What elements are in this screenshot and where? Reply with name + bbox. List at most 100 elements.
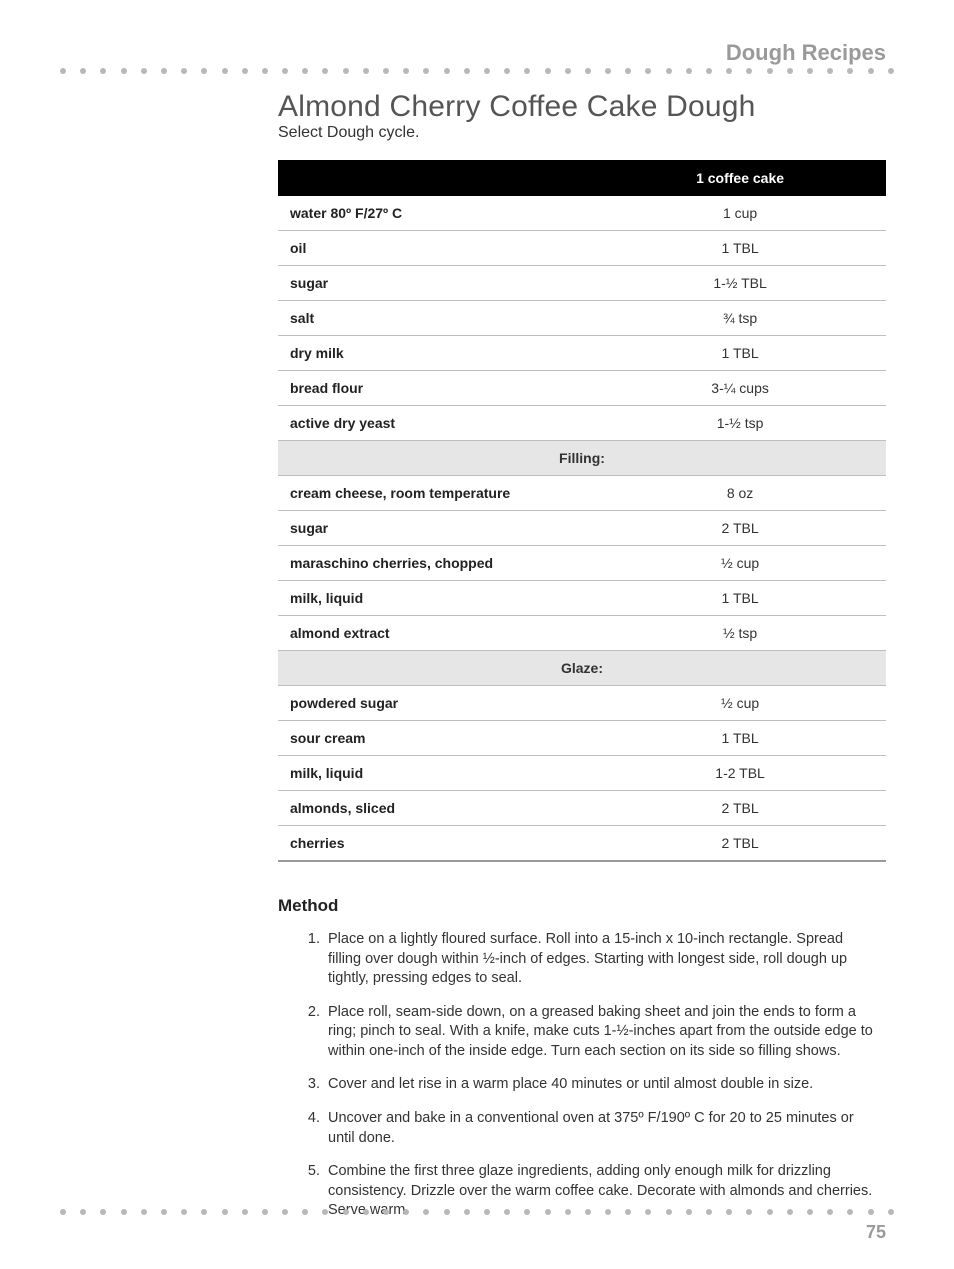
ingredient-amount: 1 TBL [594,721,886,756]
table-row: water 80º F/27º C1 cup [278,196,886,231]
ingredient-name: salt [278,301,594,336]
ingredient-amount: 3-¼ cups [594,371,886,406]
dot [868,68,874,74]
dot [484,68,490,74]
dot [645,1209,651,1215]
dot [322,68,328,74]
table-row: almond extract½ tsp [278,616,886,651]
table-row: Glaze: [278,651,886,686]
dot [625,68,631,74]
table-row: milk, liquid1 TBL [278,581,886,616]
dot [423,68,429,74]
dot [222,1209,228,1215]
ingredient-name: water 80º F/27º C [278,196,594,231]
ingredient-amount: ½ tsp [594,616,886,651]
dot [565,1209,571,1215]
dot [706,68,712,74]
ingredient-amount: 1 TBL [594,581,886,616]
method-step: Place on a lightly floured surface. Roll… [324,930,886,989]
dot [161,68,167,74]
dot [888,68,894,74]
dot [343,1209,349,1215]
dot [787,68,793,74]
dot [726,1209,732,1215]
section-label: Filling: [278,441,886,476]
dot [242,68,248,74]
ingredient-amount: 1-2 TBL [594,756,886,791]
dot [847,68,853,74]
ingredient-name: active dry yeast [278,406,594,441]
dot [282,1209,288,1215]
table-row: bread flour3-¼ cups [278,371,886,406]
dot [868,1209,874,1215]
table-row: almonds, sliced2 TBL [278,791,886,826]
method-heading: Method [278,896,886,916]
ingredient-amount: 1 TBL [594,336,886,371]
dot [383,1209,389,1215]
table-row: active dry yeast1-½ tsp [278,406,886,441]
dot [686,1209,692,1215]
method-step: Cover and let rise in a warm place 40 mi… [324,1075,886,1095]
dot [464,68,470,74]
dot [201,1209,207,1215]
dot [807,1209,813,1215]
ingredient-amount: 1 cup [594,196,886,231]
page-number: 75 [866,1222,886,1243]
table-row: cherries2 TBL [278,826,886,862]
dot [60,1209,66,1215]
ingredient-name: almond extract [278,616,594,651]
dot [302,1209,308,1215]
dot [141,68,147,74]
dot [726,68,732,74]
dot [464,1209,470,1215]
section-label: Glaze: [278,651,886,686]
dot [100,68,106,74]
ingredient-name: milk, liquid [278,581,594,616]
dot [545,1209,551,1215]
decorative-dots-top [60,68,894,74]
ingredient-amount: ½ cup [594,686,886,721]
dot [605,1209,611,1215]
ingredient-amount: 2 TBL [594,511,886,546]
table-row: cream cheese, room temperature8 oz [278,476,886,511]
dot [403,1209,409,1215]
dot [363,1209,369,1215]
ingredient-name: sour cream [278,721,594,756]
ingredient-name: almonds, sliced [278,791,594,826]
dot [322,1209,328,1215]
dot [100,1209,106,1215]
ingredient-name: bread flour [278,371,594,406]
dot [262,68,268,74]
table-row: maraschino cherries, chopped½ cup [278,546,886,581]
ingredient-name: cherries [278,826,594,862]
dot [121,68,127,74]
ingredient-name: sugar [278,511,594,546]
method-list: Place on a lightly floured surface. Roll… [278,930,886,1221]
dot [444,68,450,74]
dot [847,1209,853,1215]
table-row: oil1 TBL [278,231,886,266]
section-header: Dough Recipes [60,40,894,66]
ingredient-name: maraschino cherries, chopped [278,546,594,581]
dot [565,68,571,74]
decorative-dots-bottom [60,1209,894,1215]
ingredient-amount: ¾ tsp [594,301,886,336]
table-row: milk, liquid1-2 TBL [278,756,886,791]
dot [444,1209,450,1215]
table-row: Filling: [278,441,886,476]
dot [302,68,308,74]
dot [201,68,207,74]
dot [827,68,833,74]
ingredient-name: milk, liquid [278,756,594,791]
dot [666,68,672,74]
dot [767,1209,773,1215]
dot [888,1209,894,1215]
dot [363,68,369,74]
ingredients-table: 1 coffee cake water 80º F/27º C1 cupoil1… [278,160,886,862]
dot [181,68,187,74]
dot [545,68,551,74]
dot [605,68,611,74]
dot [121,1209,127,1215]
dot [746,68,752,74]
dot [141,1209,147,1215]
